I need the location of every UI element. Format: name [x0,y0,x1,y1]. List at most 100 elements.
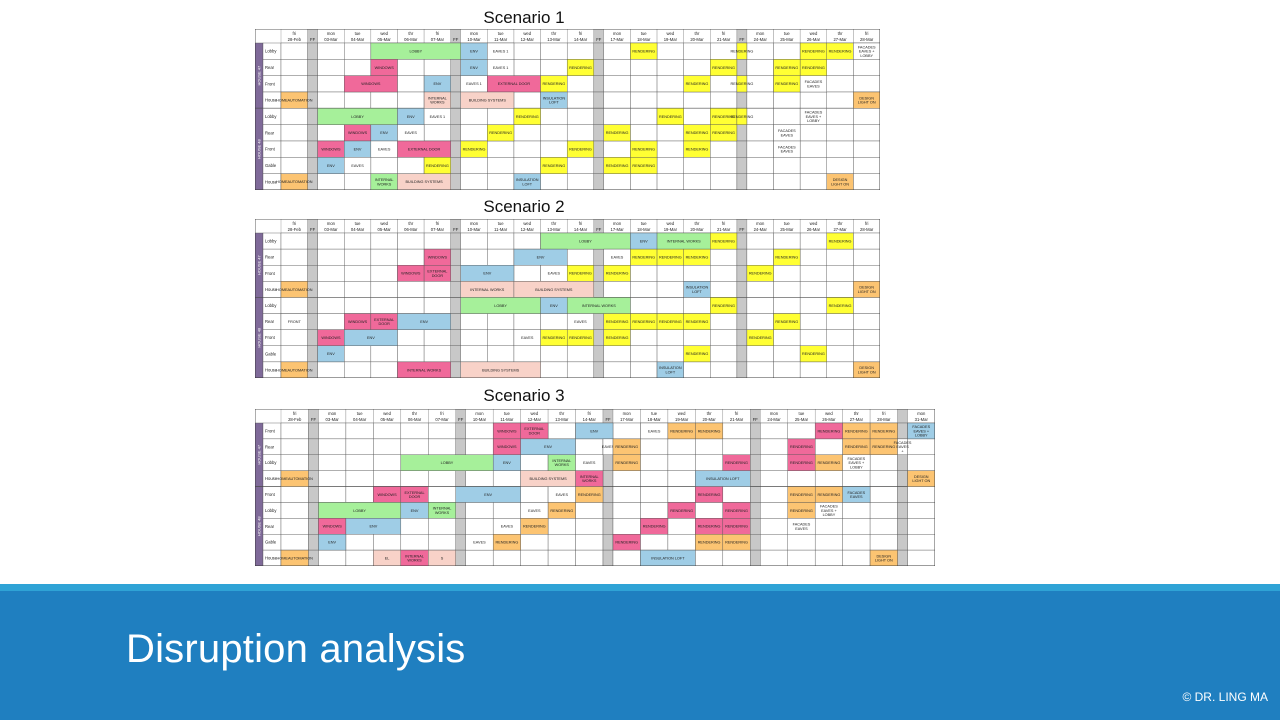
row-label: Front [265,147,276,152]
task-bar [736,108,748,125]
grid-cell [814,470,843,487]
task-label: FACADES EAVES [778,129,796,137]
grid-cell [710,173,738,190]
task-bar [897,438,908,455]
day-name-label: fri [588,411,592,416]
grid-cell [869,518,898,535]
grid-cell [736,297,748,314]
grid-cell [307,345,318,363]
task-label: ENV [420,320,428,324]
task-label: RENDERING [872,429,895,433]
day-name-label: mon [770,411,779,416]
date-label: 28-Feb [288,227,302,232]
grid-cell [746,157,774,174]
task-bar [773,248,801,266]
grid-cell [710,91,738,109]
task-label: FRONT [288,320,302,324]
task-label: ENV [380,131,388,135]
date-label: FF [596,227,602,232]
task-label: EAVES [501,525,514,529]
date-label: 28-Mar [860,227,874,232]
grid-cell [612,422,641,440]
task-label: EXTERNAL DOOR [405,491,425,499]
date-label: 28-Mar [877,417,891,422]
grid-cell [826,248,854,266]
task-label: EAVES [574,320,587,324]
day-name-label: mon [470,221,479,226]
date-label: 25-Mar [795,417,809,422]
task-label: RENDERING [606,336,629,340]
grid-cell [773,265,801,282]
grid-cell [750,549,761,566]
task-label: HOMEAUTOMATION [276,368,313,372]
day-name-label: wed [380,31,388,36]
grid-cell [280,329,308,346]
grid-cell [492,502,521,519]
grid-cell [513,232,541,250]
grid-cell [897,454,908,471]
grid-cell [460,108,488,125]
task-bar [612,534,641,551]
task-label: RENDERING [632,164,655,168]
grid-cell [487,173,515,190]
task-label: FACADES EAVES + LOBBY [847,457,865,469]
row-label: Lobby [265,114,277,119]
task-bar [492,534,521,551]
grid-cell [907,518,935,535]
task-label: RENDERING [615,461,638,465]
grid-cell [450,124,461,142]
grid-cell [710,361,738,378]
task-label: DESIGN LIGHT ON [858,286,876,294]
grid-cell [513,124,541,142]
grid-cell [799,124,827,142]
task-label: RENDERING [712,304,735,308]
grid-cell [400,470,429,487]
date-label: 04-Mar [353,417,367,422]
grid-cell [773,329,801,346]
date-label: 04-Mar [351,227,365,232]
task-label: WINDOWS [361,82,381,86]
grid-cell [370,265,398,282]
grid-cell [746,91,774,109]
date-label: 11-Mar [500,417,514,422]
grid-cell [630,345,658,363]
grid-cell [787,549,816,566]
task-label: RENDERING [712,239,735,243]
grid-cell [760,422,788,440]
grid-cell [593,59,605,76]
grid-cell [513,313,541,330]
grid-cell [465,502,494,519]
task-label: HOMEAUTOMATION [276,180,313,184]
grid-cell [683,108,711,125]
grid-cell [307,124,318,142]
task-label: RENDERING [606,320,629,324]
grid-cell [423,232,451,250]
copyright-notice: © DR. LING MA [1182,690,1268,704]
grid-cell [826,59,854,76]
grid-cell [826,108,854,125]
grid-cell [345,470,374,487]
task-bar [667,502,696,519]
task-bar [428,549,456,566]
grid-cell [683,91,711,109]
day-name-label: wed [531,411,539,416]
grid-cell [842,470,871,487]
task-bar [280,173,308,190]
task-bar [683,248,711,266]
grid-cell [683,297,711,314]
task-label: ENV [407,115,415,119]
grid-cell [450,329,461,346]
grid-cell [826,140,854,158]
grid-cell [450,248,461,266]
grid-cell [513,42,541,60]
house-name-label: HOUSE 48 [257,327,262,348]
task-label: WINDOWS [497,445,517,449]
grid-cell [630,281,658,298]
grid-cell [695,549,724,566]
grid-cell [897,549,908,566]
date-label: 26-Mar [807,227,821,232]
grid-cell [603,108,631,125]
task-label: RENDERING [686,131,709,135]
grid-cell [450,345,461,363]
grid-cell [710,248,738,266]
